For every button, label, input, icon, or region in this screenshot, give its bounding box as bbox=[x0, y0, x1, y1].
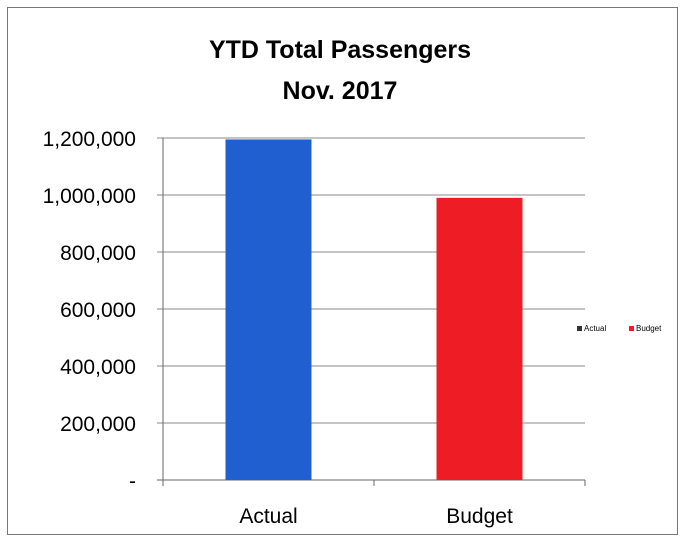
legend-label-actual: Actual bbox=[584, 324, 606, 333]
x-axis-categories: Actual Budget bbox=[239, 505, 513, 528]
chart-title-line-1: YTD Total Passengers bbox=[209, 36, 471, 64]
y-tick-label: 200,000 bbox=[60, 413, 136, 436]
legend-swatch-budget bbox=[629, 326, 634, 331]
y-tick-label: - bbox=[129, 470, 136, 493]
bar-actual bbox=[225, 139, 312, 481]
bars bbox=[225, 139, 523, 481]
legend-label-budget: Budget bbox=[636, 324, 662, 333]
y-tick-label: 1,000,000 bbox=[43, 185, 136, 208]
x-category-label: Budget bbox=[446, 505, 513, 528]
y-tick-label: 600,000 bbox=[60, 299, 136, 322]
y-tick-label: 1,200,000 bbox=[43, 128, 136, 151]
legend: Actual Budget bbox=[577, 324, 662, 333]
y-axis-ticks: - 200,000 400,000 600,000 800,000 1,000,000 1,… bbox=[43, 128, 136, 493]
chart-title-line-2: Nov. 2017 bbox=[283, 77, 398, 105]
chart-frame bbox=[7, 7, 678, 535]
bar-budget bbox=[436, 197, 523, 480]
y-tick-label: 800,000 bbox=[60, 242, 136, 265]
legend-swatch-actual bbox=[577, 326, 582, 331]
y-tick-label: 400,000 bbox=[60, 356, 136, 379]
x-category-label: Actual bbox=[239, 505, 297, 528]
